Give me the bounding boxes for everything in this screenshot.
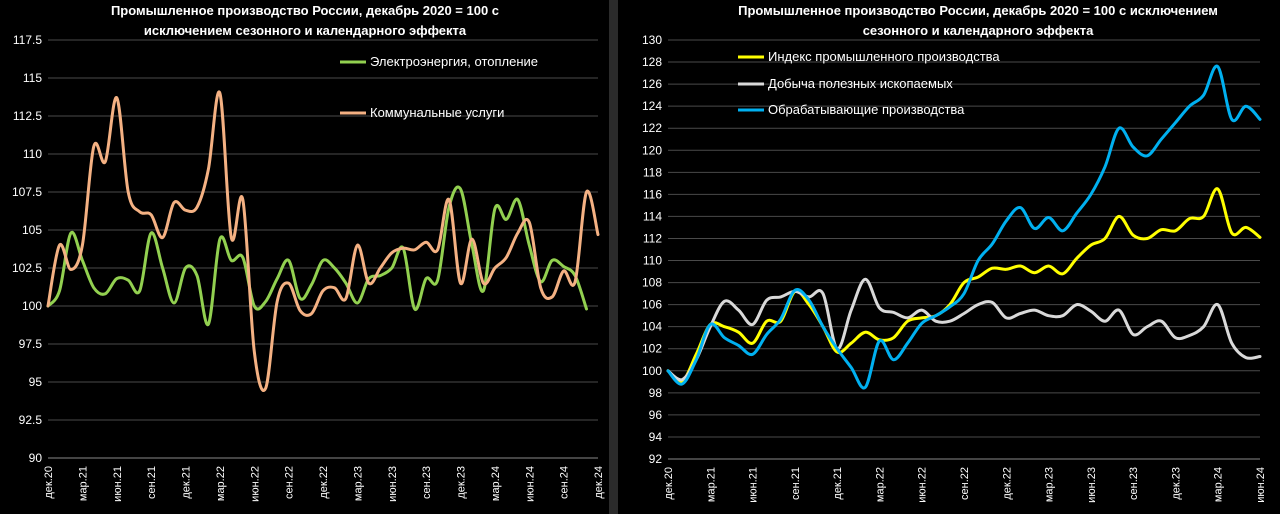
y-tick-label: 104 bbox=[642, 320, 662, 334]
series-line-1 bbox=[666, 187, 1262, 384]
x-tick-label: июн.22 bbox=[249, 466, 261, 502]
chart-title-line: исключением сезонного и календарного эфф… bbox=[144, 23, 467, 38]
x-tick-label: дек.23 bbox=[1170, 467, 1182, 500]
y-tick-label: 92.5 bbox=[19, 413, 43, 427]
series-line-2 bbox=[666, 277, 1262, 382]
legend-label: Обрабатывающие производства bbox=[768, 102, 965, 117]
y-tick-label: 128 bbox=[642, 55, 662, 69]
legend-label: Добыча полезных ископаемых bbox=[768, 76, 953, 91]
chart-right: Промышленное производство России, декабр… bbox=[642, 3, 1267, 503]
x-tick-label: дек.20 bbox=[43, 466, 55, 499]
x-tick-label: сен.23 bbox=[1128, 467, 1140, 500]
y-tick-label: 95 bbox=[29, 375, 43, 389]
x-tick-label: мар.23 bbox=[352, 466, 364, 501]
y-tick-label: 102.5 bbox=[12, 261, 42, 275]
x-tick-label: дек.22 bbox=[1001, 467, 1013, 500]
y-tick-label: 112 bbox=[643, 231, 662, 245]
x-tick-label: июн.23 bbox=[1086, 467, 1098, 503]
x-tick-label: дек.20 bbox=[663, 467, 675, 500]
x-tick-label: мар.22 bbox=[215, 466, 227, 501]
chart-title-line: Промышленное производство России, декабр… bbox=[111, 3, 499, 18]
chart-left: Промышленное производство России, декабр… bbox=[12, 3, 605, 502]
series-line-3 bbox=[666, 64, 1262, 390]
x-tick-label: сен.21 bbox=[790, 467, 802, 500]
y-tick-label: 112.5 bbox=[13, 109, 42, 123]
y-tick-label: 98 bbox=[649, 386, 663, 400]
y-tick-label: 117.5 bbox=[13, 33, 42, 47]
chart-panel-right: Промышленное производство России, декабр… bbox=[618, 0, 1280, 514]
x-tick-label: мар.21 bbox=[705, 467, 717, 502]
x-tick-label: мар.24 bbox=[1213, 467, 1225, 502]
x-tick-label: июн.22 bbox=[917, 467, 929, 503]
y-tick-label: 114 bbox=[643, 209, 662, 223]
y-tick-label: 116 bbox=[643, 187, 662, 201]
x-tick-label: сен.21 bbox=[146, 466, 158, 499]
x-tick-label: дек.24 bbox=[593, 466, 605, 499]
x-tick-label: мар.21 bbox=[77, 466, 89, 501]
y-tick-label: 124 bbox=[642, 99, 662, 113]
y-tick-label: 118 bbox=[643, 165, 662, 179]
chart-panel-left: Промышленное производство России, декабр… bbox=[0, 0, 609, 514]
x-tick-label: июн.21 bbox=[112, 466, 124, 502]
y-tick-label: 97.5 bbox=[19, 337, 43, 351]
legend-label: Коммунальные услуги bbox=[370, 105, 504, 120]
x-tick-label: июн.24 bbox=[1255, 467, 1267, 503]
x-tick-label: сен.22 bbox=[959, 467, 971, 500]
y-tick-label: 126 bbox=[642, 77, 662, 91]
chart-title-line: Промышленное производство России, декабр… bbox=[738, 3, 1218, 18]
y-tick-label: 105 bbox=[22, 223, 42, 237]
x-tick-label: мар.22 bbox=[874, 467, 886, 502]
x-tick-label: сен.23 bbox=[421, 466, 433, 499]
y-tick-label: 94 bbox=[649, 430, 663, 444]
legend-label: Индекс промышленного производства bbox=[768, 49, 1000, 64]
y-tick-label: 107.5 bbox=[12, 185, 42, 199]
y-tick-label: 115 bbox=[23, 71, 42, 85]
x-tick-label: дек.21 bbox=[832, 467, 844, 500]
y-tick-label: 102 bbox=[642, 342, 662, 356]
y-tick-label: 92 bbox=[649, 452, 663, 466]
y-tick-label: 130 bbox=[642, 33, 662, 47]
y-tick-label: 110 bbox=[23, 147, 42, 161]
y-tick-label: 120 bbox=[642, 143, 662, 157]
x-tick-label: мар.23 bbox=[1044, 467, 1056, 502]
y-tick-label: 90 bbox=[29, 451, 43, 465]
y-tick-label: 108 bbox=[642, 276, 662, 290]
y-tick-label: 106 bbox=[642, 298, 662, 312]
series-line-2 bbox=[46, 90, 600, 392]
x-tick-label: июн.24 bbox=[524, 466, 536, 502]
y-tick-label: 100 bbox=[642, 364, 662, 378]
y-tick-label: 96 bbox=[649, 408, 663, 422]
x-tick-label: дек.21 bbox=[181, 466, 193, 499]
x-tick-label: сен.24 bbox=[559, 466, 571, 499]
y-tick-label: 110 bbox=[643, 254, 662, 268]
x-tick-label: сен.22 bbox=[284, 466, 296, 499]
x-tick-label: мар.24 bbox=[490, 466, 502, 501]
y-tick-label: 100 bbox=[22, 299, 42, 313]
y-tick-label: 122 bbox=[642, 121, 662, 135]
legend-label: Электроэнергия, отопление bbox=[370, 54, 538, 69]
x-tick-label: июн.23 bbox=[387, 466, 399, 502]
x-tick-label: июн.21 bbox=[748, 467, 760, 503]
series-line-1 bbox=[46, 185, 588, 326]
chart-title-line: сезонного и календарного эффекта bbox=[863, 23, 1094, 38]
x-tick-label: дек.22 bbox=[318, 466, 330, 499]
x-tick-label: дек.23 bbox=[456, 466, 468, 499]
